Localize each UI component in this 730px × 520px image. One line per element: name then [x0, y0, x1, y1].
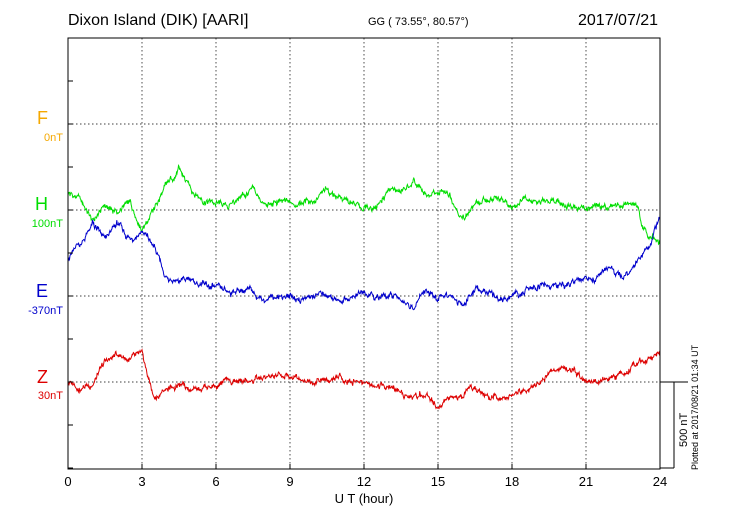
component-z-label: Z	[37, 367, 48, 387]
date-label: 2017/07/21	[578, 12, 659, 29]
component-f-label: F	[37, 108, 48, 128]
component-h-label: H	[35, 194, 48, 214]
trace-z	[67, 348, 661, 410]
x-axis-ticks: 0 3 6 9 12 15 18 21 24	[64, 80, 667, 489]
scale-bar-label: 500 nT	[678, 412, 690, 447]
x-tick-label: 15	[431, 474, 445, 489]
x-tick-label: 0	[64, 474, 71, 489]
component-e-baseline: -370nT	[28, 305, 63, 317]
component-f-baseline: 0nT	[44, 132, 63, 144]
plotted-timestamp: Plotted at 2017/08/21 01:34 UT	[690, 344, 700, 470]
x-tick-label: 21	[579, 474, 593, 489]
scale-bar	[660, 381, 688, 469]
component-h-baseline: 100nT	[31, 218, 63, 230]
x-tick-label: 18	[505, 474, 519, 489]
component-z-baseline: 30nT	[37, 390, 63, 402]
x-tick-label: 3	[138, 474, 145, 489]
geographic-coordinates: GG ( 73.55°, 80.57°)	[368, 16, 469, 28]
x-tick-label: 12	[357, 474, 371, 489]
x-tick-label: 24	[653, 474, 667, 489]
x-axis-label: U T (hour)	[335, 491, 394, 506]
x-tick-label: 9	[286, 474, 293, 489]
trace-h	[67, 164, 661, 246]
station-title: Dixon Island (DIK) [AARI]	[68, 12, 249, 29]
trace-group	[67, 164, 661, 410]
x-tick-label: 6	[212, 474, 219, 489]
trace-e	[67, 216, 661, 311]
component-e-label: E	[35, 281, 48, 301]
